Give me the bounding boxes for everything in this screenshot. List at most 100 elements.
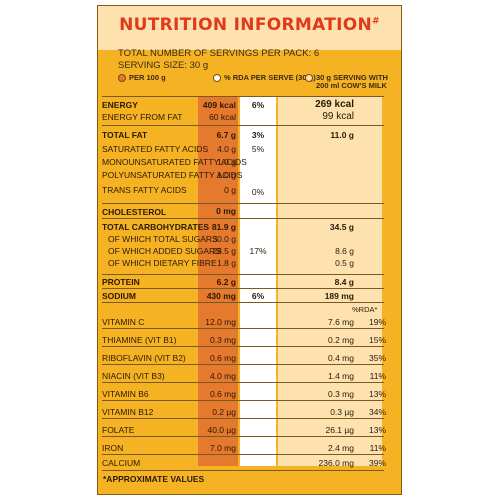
vitamin-rda: 11% [369,371,386,381]
added-sugars-rda: 17% [249,246,267,256]
sodium-milk: 189 mg [324,291,354,301]
vitamin-label: VITAMIN B6 [102,389,149,399]
cholesterol-per100: 0 mg [216,206,236,216]
vitamin-rda: 35% [368,353,386,363]
vitamin-milk: 7.6 mg [328,317,354,327]
sugars-label: OF WHICH TOTAL SUGARS [108,234,218,244]
energy-rda: 6% [251,100,265,110]
poly-fat-label: POLYUNSATURATED FATTY ACIDS [102,170,243,180]
divider [102,288,384,289]
fibre-milk: 0.5 g [335,258,354,268]
vitamin-rda: 13% [368,389,386,399]
vitamin-label: FOLATE [102,425,135,435]
vitamin-per100: 0.3 mg [210,335,236,345]
divider [102,382,384,383]
total-fat-rda: 3% [251,130,265,140]
mono-fat-label: MONOUNSATURATED FATTY ACIDS [102,157,247,167]
carbs-label: TOTAL CARBOHYDRATES [102,222,210,232]
carbs-milk: 34.5 g [329,222,354,232]
divider [102,454,384,455]
vitamin-per100: 0.2 µg [212,407,236,417]
vitamin-rda: 39% [368,458,386,468]
trans-fat-per100: 0 g [224,185,236,195]
sat-fat-per100: 4.0 g [217,144,236,154]
panel-title: NUTRITION INFORMATION# [119,15,380,35]
title-banner: NUTRITION INFORMATION# [98,6,401,50]
divider [102,302,384,303]
vitamin-label: THIAMINE (VIT B1) [102,335,177,345]
cholesterol-label: CHOLESTEROL [102,207,167,217]
per100-dot-icon [118,74,126,83]
vitamin-rda: 15% [368,335,386,345]
servings-per-pack: TOTAL NUMBER OF SERVINGS PER PACK: 6 [118,48,320,59]
mono-fat-per100: 1.0 g [217,157,236,167]
vitamin-label: VITAMIN C [102,317,145,327]
protein-label: PROTEIN [102,277,140,287]
fibre-per100: 1.8 g [217,258,236,268]
carbs-per100: 81.9 g [211,222,236,232]
divider [102,96,384,97]
protein-milk: 8.4 g [334,277,354,287]
sodium-rda: 6% [251,291,265,301]
energy-per100: 409 kcal [202,100,236,110]
vitamin-milk: 0.3 mg [328,389,354,399]
divider [102,218,384,219]
vitamin-per100: 0.6 mg [210,389,236,399]
added-sugars-label: OF WHICH ADDED SUGARS [108,246,221,256]
total-fat-per100: 6.7 g [216,130,236,140]
poly-fat-per100: 1.0 g [217,170,236,180]
vitamin-rda: 19% [368,317,386,327]
vitamin-per100: 40.0 µg [207,425,236,435]
per100-column [198,96,238,466]
divider [102,125,384,126]
vitamin-milk: 0.3 µg [330,407,354,417]
divider [102,364,384,365]
vitamin-per100: 7.0 mg [210,443,236,453]
rda-column [240,96,276,466]
vitamin-label: IRON [102,443,124,453]
vitamin-rda: 34% [368,407,386,417]
protein-per100: 6.2 g [216,277,236,287]
vitamin-label: RIBOFLAVIN (VIT B2) [102,353,186,363]
total-fat-milk: 11.0 g [330,130,354,140]
sat-fat-rda: 5% [251,144,265,154]
divider [102,470,384,471]
vitamin-label: CALCIUM [102,458,141,468]
vitamin-milk: 236.0 mg [318,458,354,468]
trans-fat-label: TRANS FATTY ACIDS [102,185,187,195]
total-fat-label: TOTAL FAT [102,130,148,140]
divider [102,274,384,275]
vitamin-rda: 11% [369,443,386,453]
divider [102,328,384,329]
divider [102,203,384,204]
sodium-label: SODIUM [102,291,136,301]
vitamin-milk: 0.4 mg [328,353,354,363]
fibre-label: OF WHICH DIETARY FIBRE [108,258,217,268]
divider [102,346,384,347]
vitamin-milk: 0.2 mg [328,335,354,345]
legend-rda: % RDA PER SERVE (30 g) [213,74,316,83]
divider [102,436,384,437]
divider [102,418,384,419]
vitamin-milk: 2.4 mg [328,443,354,453]
vitamin-label: NIACIN (VIT B3) [102,371,165,381]
rda-header: %RDA* [352,305,378,314]
divider [102,400,384,401]
sodium-per100: 430 mg [206,291,236,301]
energy-fat-per100: 60 kcal [209,112,236,122]
legend-per100: PER 100 g [118,74,166,83]
vitamin-per100: 4.0 mg [210,371,236,381]
added-sugars-per100: 28.5 g [212,246,236,256]
title-mark: # [372,16,380,27]
added-sugars-milk: 8.6 g [335,246,354,256]
energy-milk: 269 kcal [315,99,354,110]
vitamin-rda: 13% [368,425,386,435]
rda-dot-icon [213,74,221,83]
vitamin-milk: 26.1 µg [325,425,354,435]
sat-fat-label: SATURATED FATTY ACIDS [102,144,209,154]
vitamin-per100: 0.6 mg [210,353,236,363]
legend-milk: 30 g SERVING WITH 200 ml COW'S MILK [305,74,388,90]
trans-fat-rda: 0% [251,187,265,197]
energy-fat-label: ENERGY FROM FAT [102,112,183,122]
vitamin-label: VITAMIN B12 [102,407,154,417]
